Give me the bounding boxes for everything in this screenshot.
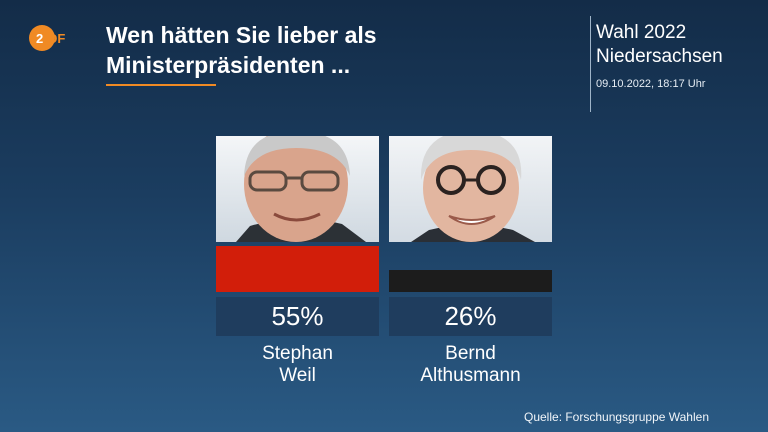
bar-stephan-weil	[216, 246, 379, 292]
chart-title: Wen hätten Sie lieber als Ministerpräsid…	[106, 20, 526, 80]
candidate-name-stephan-weil: Stephan Weil	[216, 343, 379, 387]
title-line-1: Wen hätten Sie lieber als	[106, 22, 377, 48]
last-name: Weil	[279, 365, 316, 386]
title-underline	[106, 84, 216, 86]
candidate-name-bernd-althusmann: Bernd Althusmann	[389, 343, 552, 387]
election-line-1: Wahl 2022	[596, 22, 687, 43]
election-label: Wahl 2022 Niedersachsen	[596, 21, 723, 69]
value-label-stephan-weil: 55%	[216, 297, 379, 336]
bar-bernd-althusmann	[389, 270, 552, 292]
value-label-bernd-althusmann: 26%	[389, 297, 552, 336]
source-note: Quelle: Forschungsgruppe Wahlen	[524, 410, 709, 424]
zdf-logo: 2 DF	[28, 24, 80, 52]
timestamp: 09.10.2022, 18:17 Uhr	[596, 78, 706, 90]
first-name: Stephan	[262, 343, 333, 364]
header-divider	[590, 16, 591, 112]
svg-text:2: 2	[36, 31, 43, 46]
last-name: Althusmann	[420, 365, 521, 386]
portrait-bernd-althusmann	[389, 136, 552, 242]
svg-text:DF: DF	[48, 31, 65, 46]
portrait-stephan-weil	[216, 136, 379, 242]
first-name: Bernd	[445, 343, 496, 364]
election-line-2: Niedersachsen	[596, 46, 723, 67]
title-line-2: Ministerpräsidenten ...	[106, 52, 351, 78]
